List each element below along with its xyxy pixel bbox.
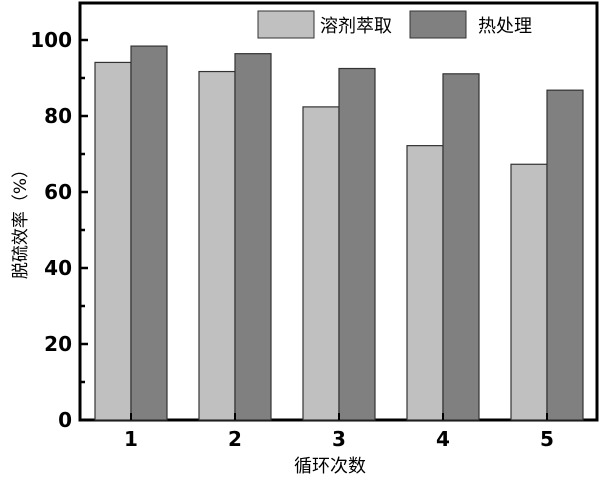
y-tick-label: 60	[44, 180, 72, 204]
legend-label-1: 热处理	[478, 16, 532, 37]
x-axis-label: 循环次数	[294, 456, 366, 477]
legend-swatch-0	[257, 10, 315, 39]
legend: 溶剂萃取 热处理	[257, 10, 532, 39]
bar-heat-4	[442, 73, 480, 421]
bar-heat-1	[130, 45, 168, 421]
legend-swatch-1	[409, 10, 467, 39]
bar-solvent-4	[406, 145, 444, 421]
y-axis-label: 脱硫效率（%）	[11, 161, 31, 279]
bar-heat-2	[234, 53, 272, 421]
x-tick-label: 2	[228, 427, 242, 451]
bar-heat-3	[338, 67, 376, 421]
y-tick-label: 100	[30, 28, 72, 52]
bar-solvent-2	[198, 70, 236, 421]
y-tick-label: 0	[58, 408, 72, 432]
y-tick-label: 40	[44, 256, 72, 280]
x-tick-label: 5	[540, 427, 554, 451]
x-tick-label: 3	[332, 427, 346, 451]
y-tick-label: 80	[44, 104, 72, 128]
bar-solvent-3	[302, 106, 340, 421]
x-tick-label: 4	[436, 427, 450, 451]
legend-label-0: 溶剂萃取	[320, 16, 392, 37]
bar-solvent-1	[94, 61, 132, 421]
bar-solvent-5	[510, 163, 548, 421]
bar-heat-5	[546, 89, 584, 421]
y-tick-label: 20	[44, 332, 72, 356]
x-tick-label: 1	[124, 427, 138, 451]
